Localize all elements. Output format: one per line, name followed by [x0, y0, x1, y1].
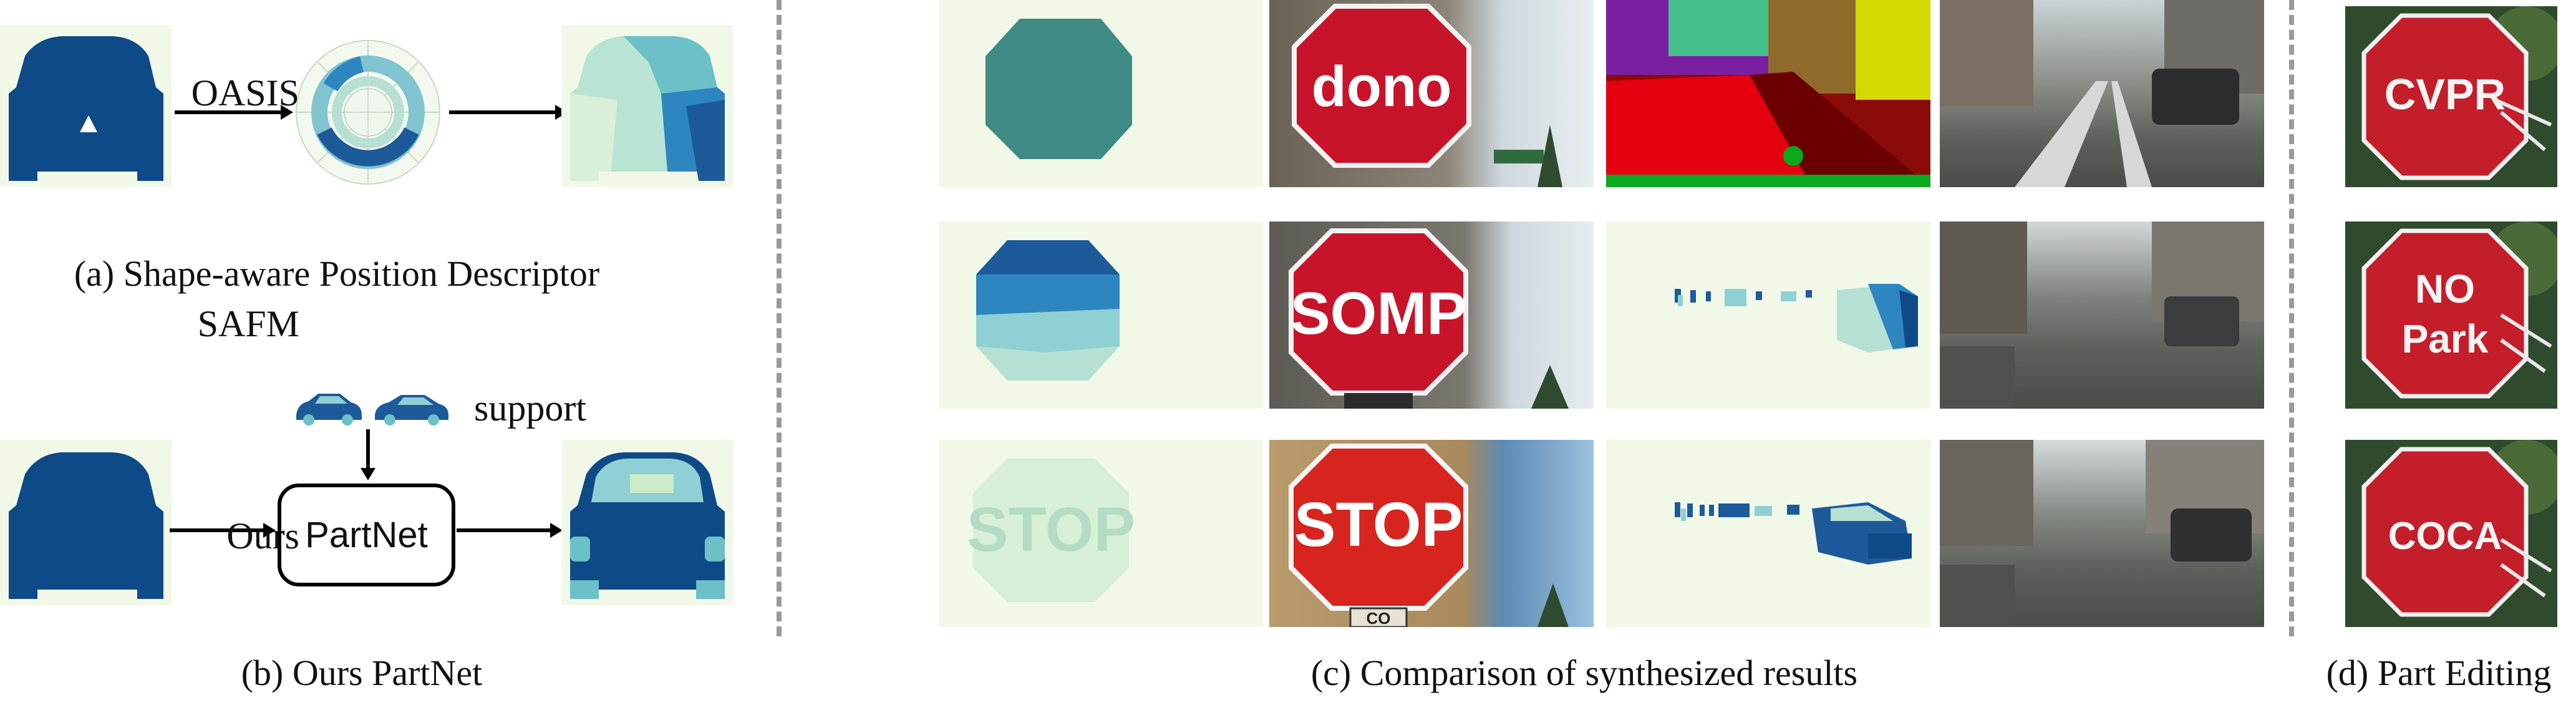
c-ours-sign-mask: STOP	[939, 440, 1263, 627]
a-arrow-1	[175, 105, 293, 120]
b-arrow-in	[170, 523, 276, 538]
c-ours-photo-text: STOP	[1294, 490, 1463, 560]
c-ours-street-segmentation	[1606, 440, 1930, 627]
c-ours-plate-text: CO	[1367, 609, 1391, 627]
b-partnet-box: PartNet	[278, 484, 455, 586]
b-arrow-support	[361, 429, 375, 480]
c-safm-sign-photo: SOMP	[1269, 221, 1594, 409]
c-safm-sign-text: SOMP	[1290, 280, 1467, 347]
c-row-label-ours: Ours	[226, 515, 299, 557]
d-edit-sign-2-text-top: NO	[2415, 266, 2475, 311]
c-safm-street-segmentation	[1606, 221, 1930, 409]
c-row-label-oasis: OASIS	[191, 72, 299, 114]
b-input-car-mask	[0, 440, 172, 605]
b-support-car-1	[290, 390, 365, 427]
b-support-label: support	[474, 387, 586, 429]
d-edit-sign-2-text-bottom: Park	[2402, 316, 2489, 361]
d-caption: (d) Part Editing	[2326, 653, 2552, 693]
d-edit-sign-1-text: CVPR	[2385, 70, 2506, 119]
c-oasis-street-photo	[1940, 0, 2264, 187]
b-arrow-out	[457, 523, 563, 538]
c-oasis-sign-text: dono	[1312, 55, 1452, 119]
b-support-car-2	[371, 390, 452, 427]
c-oasis-sign-mask	[939, 0, 1263, 187]
c-safm-street-photo	[1940, 221, 2264, 409]
c-ours-mask-text: STOP	[967, 495, 1135, 565]
a-input-car-mask	[0, 25, 172, 187]
c-oasis-sign-photo: dono	[1269, 0, 1594, 187]
b-partnet-label: PartNet	[305, 515, 428, 555]
c-ours-street-photo	[1940, 440, 2264, 627]
c-oasis-street-segmentation	[1606, 0, 1930, 187]
b-output-part-map	[561, 440, 733, 605]
d-edit-sign-1: CVPR	[2345, 6, 2557, 187]
c-safm-sign-mask	[939, 221, 1263, 409]
b-caption: (b) Ours PartNet	[241, 653, 483, 693]
separator-right	[2289, 0, 2294, 636]
d-edit-sign-2: NO Park	[2345, 221, 2557, 409]
c-row-label-safm: SAFM	[197, 303, 299, 344]
a-output-part-map	[561, 25, 733, 187]
c-caption: (c) Comparison of synthesized results	[1310, 653, 1858, 693]
a-position-descriptor-chart	[293, 37, 443, 187]
separator-left	[777, 0, 782, 636]
d-edit-sign-3-text: COCA	[2388, 515, 2502, 558]
a-arrow-2	[449, 105, 568, 120]
d-edit-sign-3: COCA	[2345, 440, 2557, 627]
a-caption: (a) Shape-aware Position Descriptor	[74, 253, 600, 294]
c-ours-sign-photo: STOP CO	[1269, 440, 1594, 627]
